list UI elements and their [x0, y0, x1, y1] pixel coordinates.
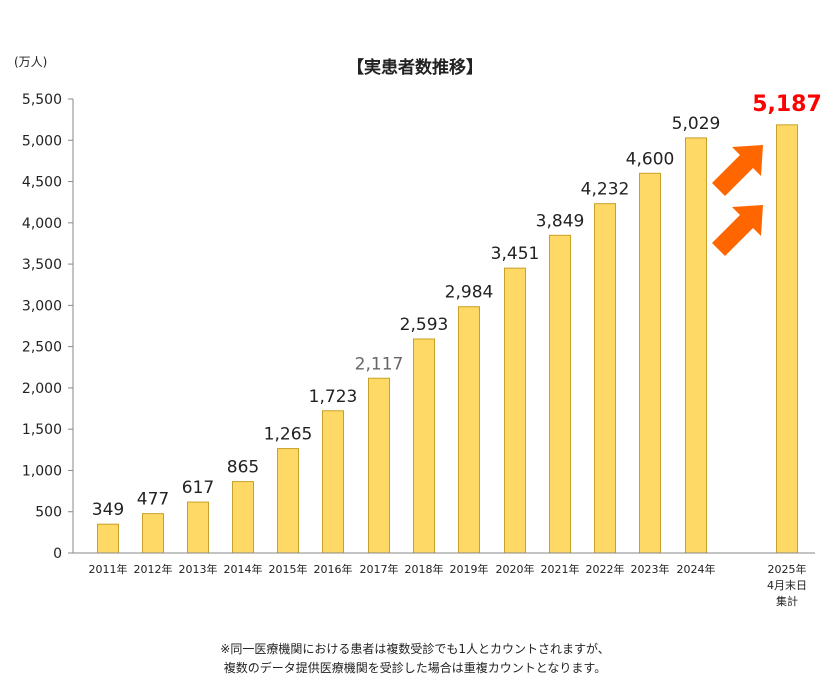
- bar: [549, 234, 571, 554]
- y-axis: 0 500 1,000 1,500 2,000 2,500 3,000 3,500 4,000 4…: [22, 92, 74, 562]
- y-tick-label: 2,500: [22, 340, 62, 356]
- bar: [232, 481, 254, 554]
- data-label: 5,187: [752, 92, 822, 117]
- data-label: 617: [182, 478, 214, 498]
- x-tick-label: 2020年: [496, 562, 535, 576]
- x-tick-label: 2018年: [405, 562, 444, 576]
- y-tick-label: 4,000: [22, 216, 62, 232]
- x-tick-label: 2012年: [134, 562, 173, 576]
- x-tick-label: 2011年: [89, 562, 128, 576]
- footnote-line-1: ※同一医療機関における患者は複数受診でも1人とカウントされますが、: [220, 642, 610, 656]
- y-tick-label: 5,000: [22, 133, 62, 149]
- data-label: 5,029: [672, 114, 721, 134]
- y-tick-label: 0: [53, 546, 62, 562]
- data-label: 349: [92, 500, 124, 520]
- bar: [594, 203, 616, 554]
- x-tick-label: 2016年: [314, 562, 353, 576]
- footnote-line-2: 複数のデータ提供医療機関を受診した場合は重複カウントとなります。: [223, 661, 607, 675]
- x-tick-label: 集計: [776, 594, 798, 608]
- chart-title: 【実患者数推移】: [347, 57, 483, 78]
- data-label: 2,117: [355, 354, 404, 374]
- y-tick-label: 4,500: [22, 175, 62, 191]
- x-tick-label: 2014年: [224, 562, 263, 576]
- bar: [187, 501, 209, 554]
- x-tick-label: 2022年: [586, 562, 625, 576]
- bar: [504, 267, 526, 554]
- bar: [685, 137, 707, 554]
- x-tick-label: 2013年: [179, 562, 218, 576]
- y-tick-label: 2,000: [22, 381, 62, 397]
- data-label: 3,451: [491, 244, 540, 264]
- bar: [639, 172, 661, 554]
- x-tick-label: 2017年: [360, 562, 399, 576]
- y-tick-label: 1,500: [22, 422, 62, 438]
- x-tick-label: 2015年: [269, 562, 308, 576]
- data-label: 477: [137, 490, 169, 510]
- data-label: 2,593: [400, 315, 449, 335]
- y-tick-label: 5,500: [22, 92, 62, 108]
- y-tick-label: 500: [35, 505, 62, 521]
- data-label: 2,984: [445, 283, 494, 303]
- data-label: 3,849: [536, 211, 585, 231]
- data-label: 4,232: [581, 180, 630, 200]
- growth-arrow-icon: [712, 145, 763, 196]
- bar: [368, 377, 390, 554]
- bar: [776, 124, 798, 554]
- x-axis: 2011年 2012年 2013年 2014年 2015年 2016年 2017年 2018年…: [73, 552, 815, 608]
- growth-arrow-icon: [712, 205, 763, 256]
- growth-arrows: [712, 145, 763, 256]
- bar: [322, 410, 344, 554]
- y-axis-unit-label: (万人): [14, 55, 47, 69]
- data-label: 1,723: [309, 387, 358, 407]
- data-label: 4,600: [626, 149, 675, 169]
- x-tick-label: 2024年: [677, 562, 716, 576]
- bar: [413, 338, 435, 554]
- bar: [277, 448, 299, 554]
- bar: [458, 306, 480, 554]
- x-tick-label: 4月末日: [767, 578, 807, 592]
- y-tick-label: 3,500: [22, 257, 62, 273]
- data-label: 1,265: [264, 425, 313, 445]
- y-tick-label: 3,000: [22, 298, 62, 314]
- y-tick-label: 1,000: [22, 463, 62, 479]
- bar-series: [97, 124, 798, 554]
- x-tick-label: 2023年: [631, 562, 670, 576]
- bar: [97, 523, 119, 554]
- data-label: 865: [227, 458, 259, 478]
- x-tick-label: 2025年: [768, 562, 807, 576]
- bar: [142, 513, 164, 554]
- x-tick-label: 2019年: [450, 562, 489, 576]
- x-tick-label: 2021年: [541, 562, 580, 576]
